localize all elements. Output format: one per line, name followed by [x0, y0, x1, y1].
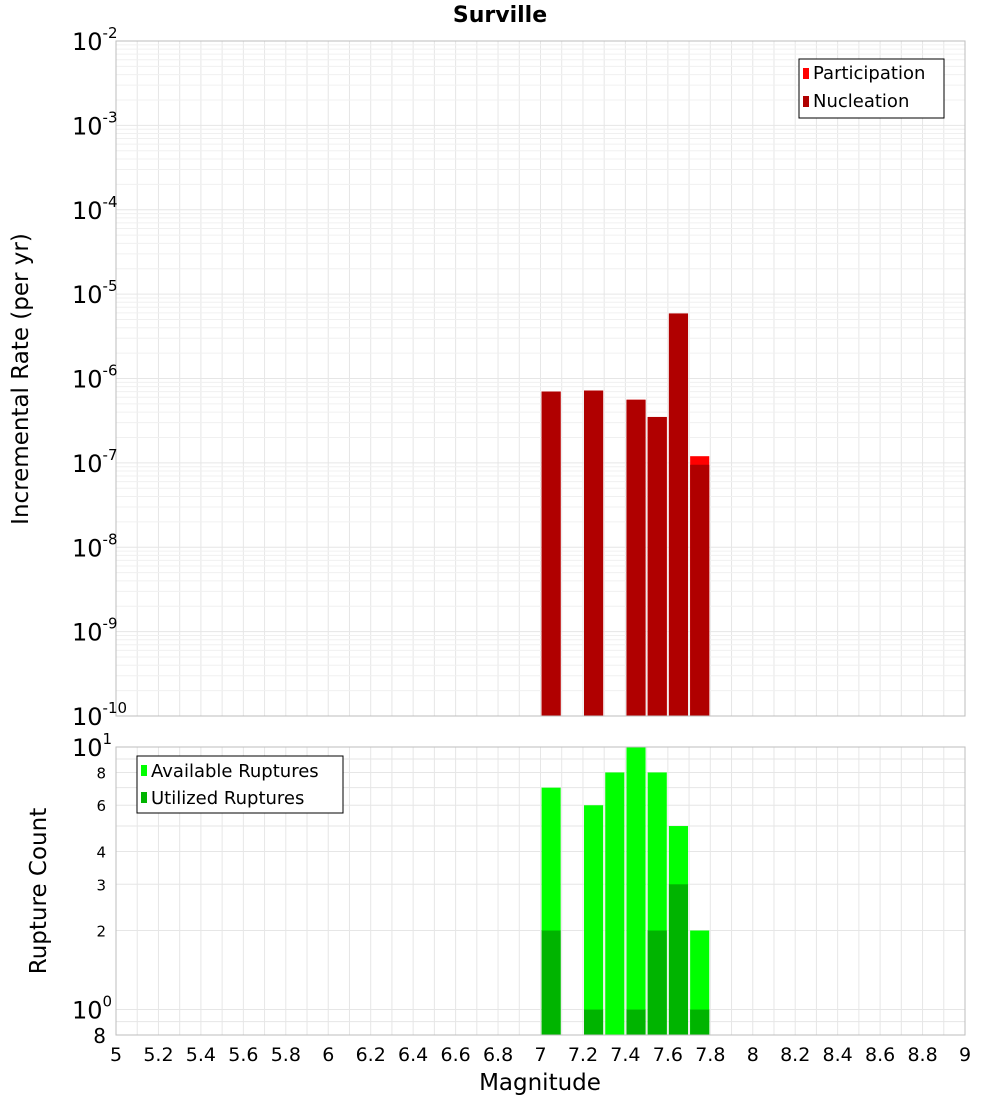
- bottom-y-tick-label: 3: [96, 876, 106, 894]
- bottom-y-tick-label: 8: [93, 1024, 106, 1048]
- bar-nucleation: [690, 464, 710, 716]
- top-y-tick-labels: 10-10 10-9 10-8 10-7 10-6 10-5 10-4 10-3 10-2: [72, 24, 127, 731]
- bottom-y-tick-label: 101: [72, 730, 112, 762]
- top-y-tick-label: 10-7: [72, 446, 118, 478]
- top-y-tick-label: 10-3: [72, 108, 118, 140]
- x-axis-title: Magnitude: [479, 1070, 601, 1096]
- bar-nucleation: [626, 399, 646, 716]
- x-tick-label: 8.8: [907, 1044, 937, 1066]
- bar-nucleation: [647, 416, 667, 716]
- bottom-y-axis-title: Rupture Count: [26, 808, 52, 974]
- bottom-y-tick-labels: 100 101 8 2 3 4 6 8: [72, 730, 112, 1048]
- bar-nucleation: [584, 390, 604, 716]
- legend-swatch-utilized: [141, 792, 147, 803]
- x-tick-label: 6.6: [440, 1044, 470, 1066]
- bar-available: [605, 772, 625, 1035]
- bar-nucleation: [541, 391, 561, 716]
- x-tick-label: 7.4: [610, 1044, 640, 1066]
- bottom-bars: [541, 747, 710, 1035]
- bottom-y-tick-label: 6: [96, 797, 106, 815]
- bar-utilized: [668, 884, 689, 1035]
- x-tick-label: 8.6: [865, 1044, 895, 1066]
- bottom-panel: 100 101 8 2 3 4 6 8 5 5.2 5.4 5.6 5.8 6 6.2 6.4 6.6 6.8 7…: [26, 730, 971, 1096]
- x-tick-label: 8: [747, 1044, 759, 1066]
- x-tick-label: 5: [110, 1044, 122, 1066]
- bar-available: [626, 747, 646, 1035]
- x-tick-label: 5.2: [143, 1044, 173, 1066]
- bottom-y-tick-label: 100: [72, 993, 112, 1025]
- top-y-tick-label: 10-6: [72, 362, 118, 394]
- legend-label-utilized: Utilized Ruptures: [151, 788, 304, 809]
- bottom-legend-box: [136, 755, 344, 814]
- top-bars: [541, 313, 710, 716]
- legend-label-participation: Participation: [813, 63, 925, 84]
- x-tick-label: 7.8: [695, 1044, 725, 1066]
- bar-utilized: [647, 930, 667, 1035]
- bar-utilized: [541, 930, 561, 1035]
- bottom-y-tick-label: 4: [96, 843, 106, 861]
- x-tick-label: 8.4: [823, 1044, 853, 1066]
- bar-utilized: [626, 1009, 646, 1035]
- chart-title: Surville: [453, 3, 547, 28]
- legend-label-available: Available Ruptures: [151, 761, 319, 782]
- bar-available: [690, 930, 710, 1035]
- top-plot-frame: [115, 40, 966, 717]
- top-y-tick-label: 10-2: [72, 24, 118, 56]
- bottom-y-tick-label: 8: [96, 764, 106, 782]
- x-tick-label: 8.2: [780, 1044, 810, 1066]
- legend-swatch-participation: [803, 68, 809, 79]
- x-tick-label: 5.4: [186, 1044, 216, 1066]
- x-tick-label: 7: [534, 1044, 546, 1066]
- top-gridlines: [115, 41, 966, 717]
- bar-available: [584, 805, 604, 1035]
- top-y-tick-label: 10-5: [72, 277, 118, 309]
- bottom-y-tick-label: 2: [96, 923, 106, 941]
- x-tick-label: 7.6: [653, 1044, 683, 1066]
- legend-swatch-nucleation: [803, 96, 809, 107]
- x-tick-label: 7.2: [568, 1044, 598, 1066]
- top-y-tick-label: 10-9: [72, 615, 118, 647]
- bar-nucleation: [668, 313, 689, 716]
- x-tick-label: 6.4: [398, 1044, 428, 1066]
- top-legend-box: [798, 58, 945, 119]
- legend-label-nucleation: Nucleation: [813, 91, 909, 112]
- legend-swatch-available: [141, 765, 147, 776]
- x-tick-label: 9: [959, 1044, 971, 1066]
- top-y-axis-title: Incremental Rate (per yr): [8, 233, 34, 525]
- bar-utilized: [690, 1009, 710, 1035]
- bottom-legend: Available Ruptures Utilized Ruptures: [136, 755, 344, 814]
- x-tick-labels: 5 5.2 5.4 5.6 5.8 6 6.2 6.4 6.6 6.8 7 7.2 7.4 7.6 7.8 8…: [110, 1044, 971, 1066]
- x-tick-label: 6: [322, 1044, 334, 1066]
- top-legend: Participation Nucleation: [798, 58, 945, 119]
- top-y-tick-label: 10-8: [72, 530, 118, 562]
- x-tick-label: 6.8: [483, 1044, 513, 1066]
- x-tick-label: 5.6: [228, 1044, 258, 1066]
- x-tick-label: 6.2: [356, 1044, 386, 1066]
- top-y-tick-label: 10-10: [72, 699, 127, 731]
- x-tick-label: 5.8: [271, 1044, 301, 1066]
- top-y-tick-label: 10-4: [72, 193, 118, 225]
- bottom-plot-frame: [115, 746, 966, 1036]
- bar-utilized: [584, 1009, 604, 1035]
- top-panel: 10-10 10-9 10-8 10-7 10-6 10-5 10-4 10-3 10-2 In…: [8, 24, 966, 731]
